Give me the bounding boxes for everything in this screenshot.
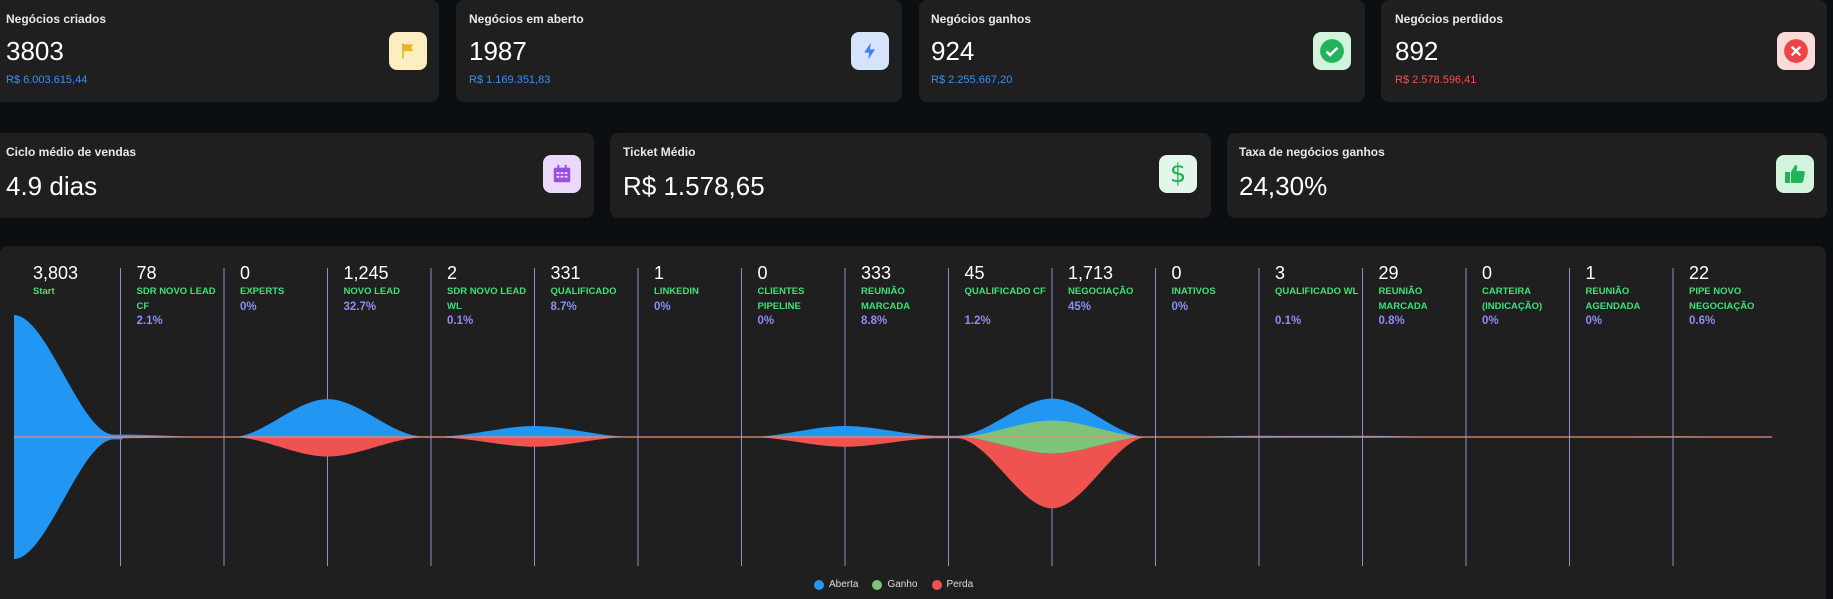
stage-count: 3 (1275, 263, 1286, 283)
kpi-value: 4.9 dias (6, 171, 98, 201)
kpi-card-negocios-criados: Negócios criados 3803 R$ 6.003.615,44 (0, 0, 439, 102)
stage-count: 2 (447, 263, 458, 283)
stage-percent: 0% (1482, 315, 1499, 327)
thumbs-up-icon (1776, 155, 1814, 193)
funnel-svg (14, 268, 1772, 566)
stage-name: Start (33, 286, 55, 297)
x-circle-icon (1777, 32, 1815, 70)
stage-percent: 0% (757, 315, 775, 327)
stage-percent: 45% (1068, 301, 1092, 313)
kpi-value: 24,30% (1239, 171, 1328, 201)
legend-item-perda[interactable]: Perda (931, 579, 974, 590)
kpi-subvalue: R$ 6.003.615,44 (6, 74, 88, 86)
kpi-card-taxa-ganhos: Taxa de negócios ganhos 24,30% (1227, 133, 1827, 218)
stage-count: 22 (1689, 263, 1710, 283)
legend-item-ganho[interactable]: Ganho (872, 579, 918, 590)
stage-name: NEGOCIAÇÃO (1068, 286, 1134, 297)
stage-name: REUNIÃO MARCADA (861, 286, 911, 312)
legend-label: Perda (946, 579, 974, 590)
stage-count: 1,713 (1068, 263, 1114, 283)
lightning-icon (851, 32, 889, 70)
kpi-value: 1987 (469, 36, 527, 66)
stage-count: 0 (240, 263, 251, 283)
kpi-title: Ticket Médio (623, 145, 696, 159)
kpi-subvalue: R$ 2.578.596,41 (1395, 74, 1477, 86)
kpi-value: 892 (1395, 36, 1439, 66)
stage-count: 1 (654, 263, 665, 283)
series-aberta-area (14, 437, 1772, 559)
stage-count: 78 (136, 263, 157, 283)
stage-percent: 0.1% (1275, 315, 1302, 327)
kpi-title: Negócios em aberto (469, 12, 584, 26)
series-aberta-area (14, 315, 1772, 437)
funnel-chart: 3,803 Start 78 SDR NOVO LEAD CF 2.1% 0 EXPERTS… (0, 246, 1826, 599)
flag-icon (389, 32, 427, 70)
stage-count: 0 (757, 263, 768, 283)
stage-count: 1 (1585, 263, 1596, 283)
kpi-value: 3803 (6, 36, 64, 66)
stage-percent: 32.7% (343, 301, 377, 313)
stage-name: SDR NOVO LEAD CF (136, 286, 216, 312)
legend-dot (872, 579, 883, 590)
stage-count: 29 (1378, 263, 1399, 283)
kpi-value: 924 (931, 36, 975, 66)
series-perda-area (14, 437, 1772, 509)
kpi-title: Negócios perdidos (1395, 12, 1504, 26)
stage-count: 3,803 (33, 263, 79, 283)
stage-name: CARTEIRA (INDICAÇÃO) (1482, 286, 1543, 312)
kpi-card-ticket-medio: Ticket Médio R$ 1.578,65 $ (610, 133, 1211, 218)
stage-name: QUALIFICADO WL (1275, 286, 1359, 297)
stage-percent: 2.1% (136, 315, 163, 327)
stage-name: INATIVOS (1171, 286, 1216, 297)
stage-name: REUNIÃO MARCADA (1378, 286, 1428, 312)
stage-name: REUNIÃO AGENDADA (1585, 286, 1641, 312)
stage-count: 45 (964, 263, 985, 283)
kpi-title: Negócios ganhos (931, 12, 1032, 26)
stage-percent: 8.8% (861, 315, 888, 327)
stage-percent: 0% (240, 301, 257, 313)
stage-percent: 0% (654, 301, 671, 313)
kpi-value: R$ 1.578,65 (623, 171, 765, 201)
stage-name: QUALIFICADO (550, 286, 617, 297)
legend-label: Aberta (829, 579, 859, 590)
kpi-card-ciclo-medio: Ciclo médio de vendas 4.9 dias (0, 133, 594, 218)
dollar-icon: $ (1159, 155, 1197, 193)
stage-percent: 1.2% (964, 315, 991, 327)
stage-count: 333 (861, 263, 892, 283)
stage-count: 0 (1482, 263, 1493, 283)
stage-name: LINKEDIN (654, 286, 699, 297)
kpi-subvalue: R$ 2.255.667,20 (931, 74, 1013, 86)
stage-count: 331 (550, 263, 581, 283)
legend-dot (814, 579, 824, 590)
kpi-card-negocios-ganhos: Negócios ganhos 924 R$ 2.255.667,20 (919, 0, 1365, 102)
stage-name: SDR NOVO LEAD WL (447, 286, 527, 312)
stage-count: 0 (1171, 263, 1182, 283)
stage-percent: 0% (1171, 301, 1189, 313)
stage-percent: 0.6% (1689, 315, 1716, 327)
legend-label: Ganho (887, 579, 918, 590)
stage-count: 1,245 (343, 263, 389, 283)
check-circle-icon (1313, 32, 1351, 70)
stage-percent: 0% (1585, 315, 1603, 327)
stage-percent: 0.8% (1378, 315, 1405, 327)
kpi-card-negocios-em-aberto: Negócios em aberto 1987 R$ 1.169.351,83 (456, 0, 902, 102)
stage-percent: 8.7% (550, 301, 577, 313)
calendar-icon (543, 155, 581, 193)
kpi-title: Negócios criados (6, 12, 107, 26)
stage-name: NOVO LEAD (343, 286, 400, 297)
kpi-title: Ciclo médio de vendas (6, 145, 137, 159)
stage-name: CLIENTES PIPELINE (757, 286, 805, 312)
kpi-title: Taxa de negócios ganhos (1239, 145, 1385, 159)
legend-item-aberta[interactable]: Aberta (814, 579, 858, 590)
stage-name: EXPERTS (240, 286, 285, 297)
stage-name: QUALIFICADO CF (964, 286, 1046, 297)
funnel-legend: Aberta Ganho Perda (814, 579, 973, 590)
kpi-subvalue: R$ 1.169.351,83 (469, 74, 551, 86)
legend-dot (931, 579, 942, 590)
kpi-card-negocios-perdidos: Negócios perdidos 892 R$ 2.578.596,41 (1381, 0, 1827, 102)
stage-percent: 0.1% (447, 315, 474, 327)
stage-name: PIPE NOVO NEGOCIAÇÃO (1689, 286, 1755, 312)
